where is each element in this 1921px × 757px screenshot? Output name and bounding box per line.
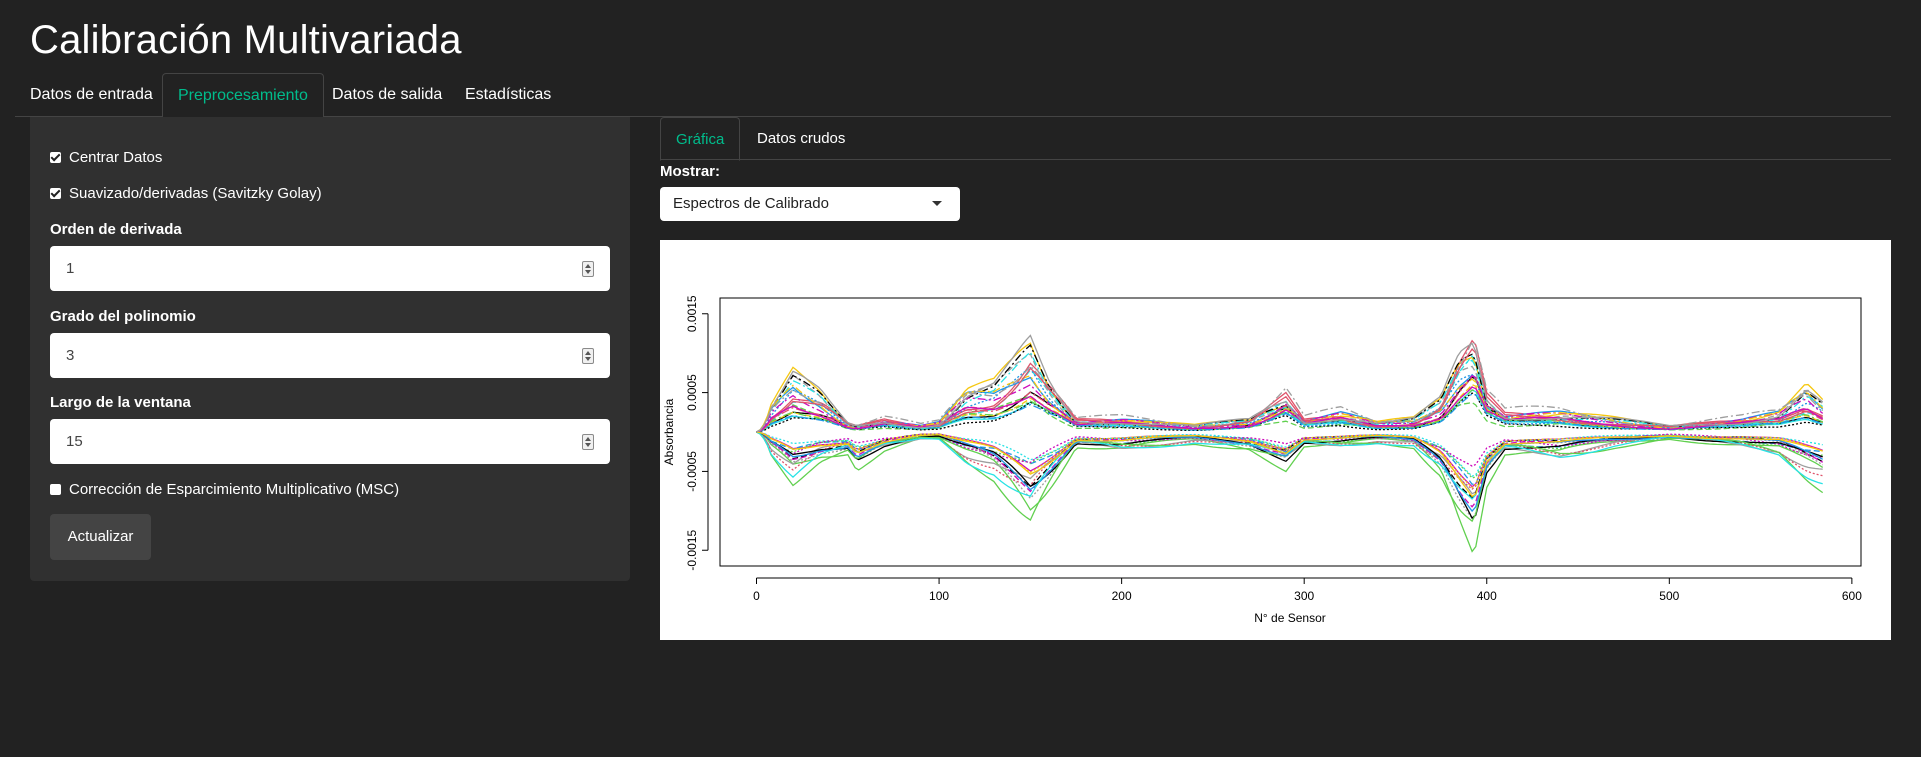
polynomial-degree-spinner[interactable] [582, 348, 594, 364]
polynomial-degree-value: 3 [66, 347, 75, 364]
polynomial-degree-input[interactable]: 3 [50, 333, 610, 378]
y-tick-label: -0.0005 [685, 451, 699, 492]
x-tick-label: 400 [1477, 589, 1497, 603]
series-line [756, 342, 1824, 433]
center-data-checkbox[interactable] [50, 152, 61, 163]
series-line [756, 431, 1823, 495]
msc-checkbox[interactable] [50, 484, 61, 495]
derivative-order-label: Orden de derivada [50, 221, 182, 238]
window-length-input[interactable]: 15 [50, 419, 610, 464]
y-tick-label: 0.0005 [685, 374, 699, 411]
x-tick-label: 100 [929, 589, 949, 603]
x-tick-label: 500 [1659, 589, 1679, 603]
page-title: Calibración Multivariada [30, 18, 462, 62]
y-axis: -0.0015 -0.0005 0.0005 0.0015 [685, 295, 709, 571]
series-line [756, 431, 1824, 513]
preprocessing-sidebar: Centrar Datos Suavizado/derivadas (Savit… [30, 117, 630, 581]
series-line [756, 431, 1824, 508]
center-data-option[interactable]: Centrar Datos [50, 149, 162, 166]
spectra-chart-svg: 0 100 200 300 400 500 600 -0.0015 -0.0005 0.0005… [662, 295, 1862, 625]
derivative-order-spinner[interactable] [582, 261, 594, 277]
derivative-order-value: 1 [66, 260, 75, 277]
chevron-down-icon [932, 201, 942, 206]
show-select-value: Espectros de Calibrado [673, 195, 829, 212]
window-length-spinner[interactable] [582, 434, 594, 450]
series-line [756, 355, 1823, 433]
series-line [756, 376, 1823, 433]
spectra-plot: 0 100 200 300 400 500 600 -0.0015 -0.0005 0.0005… [660, 240, 1891, 640]
window-length-value: 15 [66, 433, 83, 450]
tab-datos-crudos[interactable]: Datos crudos [757, 130, 846, 147]
tab-preprocesamiento[interactable]: Preprocesamiento [162, 73, 324, 118]
series-line [756, 351, 1824, 433]
savgol-checkbox[interactable] [50, 188, 61, 199]
savgol-label: Suavizado/derivadas (Savitzky Golay) [69, 185, 322, 202]
y-tick-label: 0.0015 [685, 295, 699, 332]
series-line [756, 393, 1823, 433]
y-tick-label: -0.0015 [685, 530, 699, 571]
show-label: Mostrar: [660, 163, 721, 180]
tab-grafica[interactable]: Gráfica [660, 117, 741, 161]
series-line [756, 431, 1823, 486]
msc-label: Corrección de Esparcimiento Multiplicati… [69, 481, 400, 498]
x-axis-label: N° de Sensor [1254, 611, 1326, 625]
center-data-label: Centrar Datos [69, 149, 163, 166]
msc-option[interactable]: Corrección de Esparcimiento Multiplicati… [50, 481, 399, 498]
tab-datos-de-salida[interactable]: Datos de salida [332, 86, 443, 103]
series-line [756, 431, 1823, 477]
tab-datos-de-entrada[interactable]: Datos de entrada [30, 86, 153, 103]
series-line [756, 374, 1824, 433]
plot-frame [719, 297, 1862, 567]
main-tab-bar: Datos de entrada Preprocesamiento Datos … [15, 73, 1891, 118]
series-line [756, 334, 1824, 433]
series-line [756, 344, 1824, 433]
series-line [756, 374, 1824, 433]
series-line [756, 374, 1824, 433]
series-line [756, 431, 1823, 498]
x-tick-label: 300 [1294, 589, 1314, 603]
x-tick-label: 600 [1842, 589, 1862, 603]
series-line [756, 347, 1823, 433]
x-tick-label: 200 [1112, 589, 1132, 603]
derivative-order-input[interactable]: 1 [50, 246, 610, 291]
x-tick-label: 0 [753, 589, 760, 603]
savgol-option[interactable]: Suavizado/derivadas (Savitzky Golay) [50, 185, 322, 202]
series-lines [756, 334, 1824, 553]
series-line [756, 376, 1823, 433]
series-line [756, 431, 1824, 499]
x-axis: 0 100 200 300 400 500 600 [753, 577, 1862, 603]
show-select[interactable]: Espectros de Calibrado [660, 187, 960, 221]
tab-estadisticas[interactable]: Estadísticas [465, 86, 552, 103]
window-length-label: Largo de la ventana [50, 394, 191, 411]
y-axis-label: Absorbancia [662, 398, 676, 465]
update-button[interactable]: Actualizar [50, 514, 151, 560]
series-line [756, 340, 1824, 433]
output-tab-bar: Gráfica Datos crudos [660, 117, 1891, 161]
polynomial-degree-label: Grado del polinomio [50, 308, 196, 325]
